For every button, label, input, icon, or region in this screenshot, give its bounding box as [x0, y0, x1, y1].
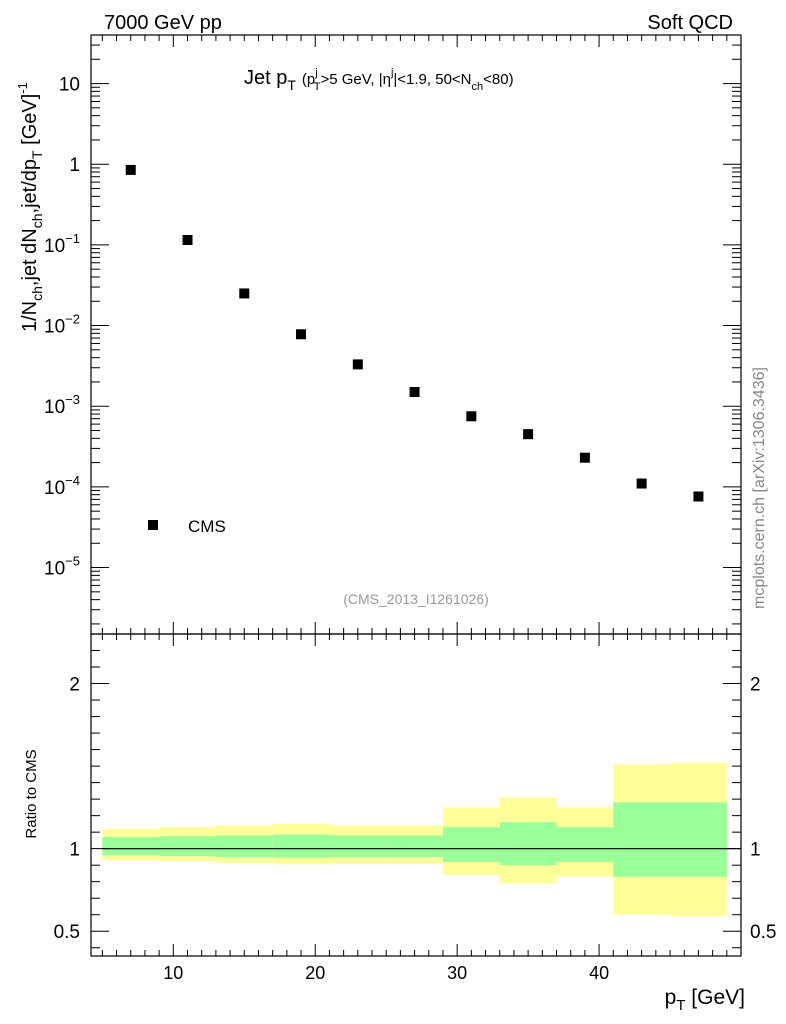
- data-point-cms: [579, 452, 590, 463]
- ratio-bands: [102, 762, 741, 917]
- header-right: Soft QCD: [647, 12, 733, 34]
- green-band-bin: [272, 834, 330, 858]
- data-point-cms: [125, 164, 136, 175]
- data-point-cms: [466, 411, 477, 422]
- chart-title: Jet pT (pj T>5 GeV, |ηj|<1.9, 50<Nch<80): [244, 67, 514, 93]
- ratio-y-tick-label-right: 1: [750, 840, 761, 861]
- data-point-cms: [352, 359, 363, 370]
- data-point-cms: [523, 429, 534, 440]
- ticks: 10 20 30 40 10 1 10−1 10−2 10−3 10−4 10−5 0.5 0.5 1 1 2…: [44, 34, 776, 983]
- ratio-y-tick-label-right: 2: [750, 675, 761, 696]
- x-axis-label: pT [GeV]: [665, 986, 745, 1014]
- data-point-cms: [296, 329, 307, 340]
- y-axis-label-upper: 1/Nch,jet dNch,jet/dpT [GeV]-1: [15, 82, 45, 332]
- upper-panel-frame: [90, 34, 742, 635]
- legend-marker-cms: [148, 520, 158, 530]
- green-band-bin: [386, 835, 443, 857]
- data-point-cms: [636, 478, 647, 489]
- y-tick-label: 10−5: [44, 554, 80, 580]
- x-tick-label: 30: [447, 963, 467, 983]
- ratio-axis-label: Ratio to CMS: [23, 749, 40, 838]
- axes: [90, 34, 742, 957]
- y-tick-label: 10−4: [44, 473, 80, 499]
- ratio-y-tick-label-left: 0.5: [54, 922, 80, 943]
- green-band-bin: [670, 802, 727, 877]
- green-band-bin: [159, 836, 216, 857]
- green-band-bin: [613, 802, 671, 877]
- data-point-cms: [239, 288, 250, 299]
- y-tick-label: 10−3: [44, 392, 80, 418]
- y-tick-label: 10−1: [44, 231, 80, 257]
- y-tick-label: 10−2: [44, 312, 80, 338]
- data-point-cms: [409, 387, 420, 398]
- data-points: [125, 164, 704, 502]
- green-band-bin: [442, 827, 500, 862]
- ratio-y-tick-label-right: 0.5: [750, 922, 776, 943]
- x-tick-label: 10: [163, 963, 183, 983]
- green-band-bin: [329, 835, 387, 857]
- ratio-y-tick-label-left: 1: [69, 840, 80, 861]
- data-point-cms: [693, 491, 704, 502]
- side-label: mcplots.cern.ch [arXiv:1306.3436]: [751, 367, 768, 609]
- green-band-bin: [102, 837, 160, 856]
- green-band-bin: [499, 822, 557, 866]
- legend-label-cms: CMS: [188, 517, 226, 536]
- x-tick-label: 40: [589, 963, 609, 983]
- x-tick-label: 20: [305, 963, 325, 983]
- y-tick-label: 10: [59, 75, 80, 96]
- green-band-bin: [215, 835, 273, 857]
- analysis-id: (CMS_2013_I1261026): [343, 591, 489, 607]
- ratio-y-tick-label-left: 2: [69, 675, 80, 696]
- lower-panel-frame: [90, 633, 742, 957]
- green-band-bin: [556, 827, 614, 862]
- header-left: 7000 GeV pp: [104, 12, 222, 34]
- data-point-cms: [182, 234, 193, 245]
- y-tick-label: 1: [69, 155, 80, 176]
